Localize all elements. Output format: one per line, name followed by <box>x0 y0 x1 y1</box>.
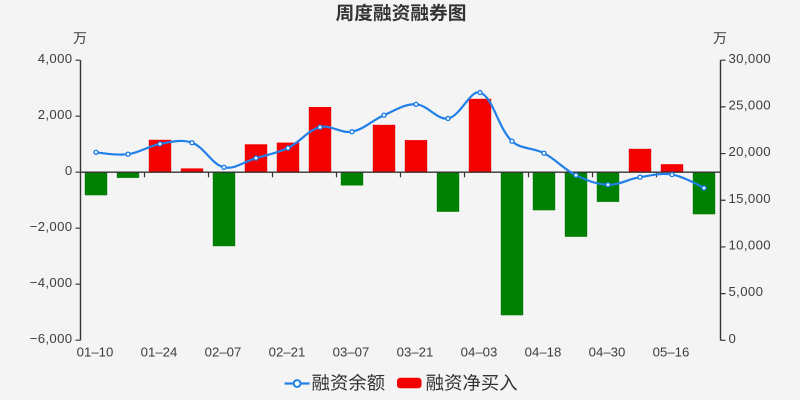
svg-text:−4,000: −4,000 <box>30 275 73 290</box>
svg-text:04–18: 04–18 <box>525 345 562 360</box>
svg-text:01–10: 01–10 <box>77 345 114 360</box>
svg-text:02–21: 02–21 <box>269 345 306 360</box>
svg-text:15,000: 15,000 <box>729 191 771 206</box>
svg-text:−2,000: −2,000 <box>30 219 73 234</box>
svg-text:20,000: 20,000 <box>729 144 771 159</box>
svg-text:−6,000: −6,000 <box>30 331 73 346</box>
svg-text:4,000: 4,000 <box>38 51 73 66</box>
svg-text:30,000: 30,000 <box>729 51 771 66</box>
svg-text:2,000: 2,000 <box>38 107 73 122</box>
svg-text:01–24: 01–24 <box>141 345 178 360</box>
svg-text:04–03: 04–03 <box>461 345 498 360</box>
svg-text:05–16: 05–16 <box>653 345 690 360</box>
svg-text:03–21: 03–21 <box>397 345 434 360</box>
svg-text:10,000: 10,000 <box>729 238 771 253</box>
svg-text:03–07: 03–07 <box>333 345 370 360</box>
svg-text:5,000: 5,000 <box>729 284 764 299</box>
svg-text:25,000: 25,000 <box>729 98 771 113</box>
svg-text:04–30: 04–30 <box>589 345 626 360</box>
svg-text:0: 0 <box>65 163 73 178</box>
svg-text:0: 0 <box>729 331 737 346</box>
svg-text:02–07: 02–07 <box>205 345 242 360</box>
